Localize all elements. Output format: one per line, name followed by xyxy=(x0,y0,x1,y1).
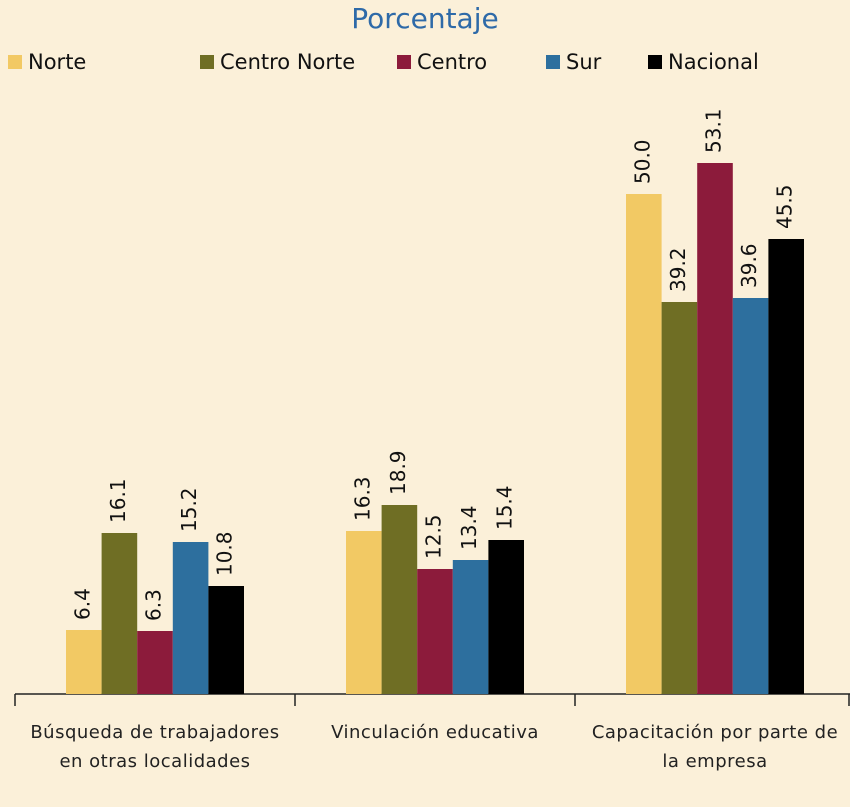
legend-label: Nacional xyxy=(668,50,759,74)
value-label: 50.0 xyxy=(630,139,654,184)
value-label: 6.3 xyxy=(142,589,166,621)
bar xyxy=(208,586,244,694)
legend-swatch xyxy=(546,55,560,69)
legend-label: Centro Norte xyxy=(220,50,355,74)
value-label: 10.8 xyxy=(213,531,237,576)
legend-swatch xyxy=(200,55,214,69)
bar xyxy=(488,540,524,694)
value-label: 15.4 xyxy=(493,485,517,530)
bar xyxy=(172,542,209,694)
value-label: 6.4 xyxy=(70,588,94,620)
value-label: 45.5 xyxy=(773,184,797,229)
legend-label: Sur xyxy=(566,50,602,74)
bar xyxy=(101,533,138,694)
legend-swatch xyxy=(397,55,411,69)
value-label: 12.5 xyxy=(422,514,446,559)
value-label: 53.1 xyxy=(702,108,726,153)
value-label: 39.6 xyxy=(737,243,761,288)
value-label: 16.1 xyxy=(106,478,130,523)
bar xyxy=(137,631,173,694)
bar xyxy=(452,560,489,694)
legend-swatch xyxy=(648,55,662,69)
value-label: 16.3 xyxy=(350,476,374,521)
bar xyxy=(417,569,453,694)
legend-label: Centro xyxy=(417,50,487,74)
x-tick-label: Búsqueda de trabajadores en otras locali… xyxy=(30,722,280,772)
bar xyxy=(346,531,382,694)
value-label: 13.4 xyxy=(457,505,481,550)
chart-title: Porcentaje xyxy=(351,2,498,35)
x-tick-label: Vinculación educativa xyxy=(331,722,539,743)
x-tick-label: Capacitación por parte de la empresa xyxy=(591,722,839,772)
bar xyxy=(697,163,733,694)
bar xyxy=(732,298,769,694)
value-label: 39.2 xyxy=(666,247,690,292)
value-label: 18.9 xyxy=(386,450,410,495)
legend-swatch xyxy=(8,55,22,69)
value-label: 15.2 xyxy=(177,487,201,532)
bar xyxy=(661,302,698,694)
bar xyxy=(768,239,804,694)
bar xyxy=(626,194,662,694)
bar xyxy=(66,630,102,694)
legend-label: Norte xyxy=(28,50,86,74)
bar xyxy=(381,505,418,694)
